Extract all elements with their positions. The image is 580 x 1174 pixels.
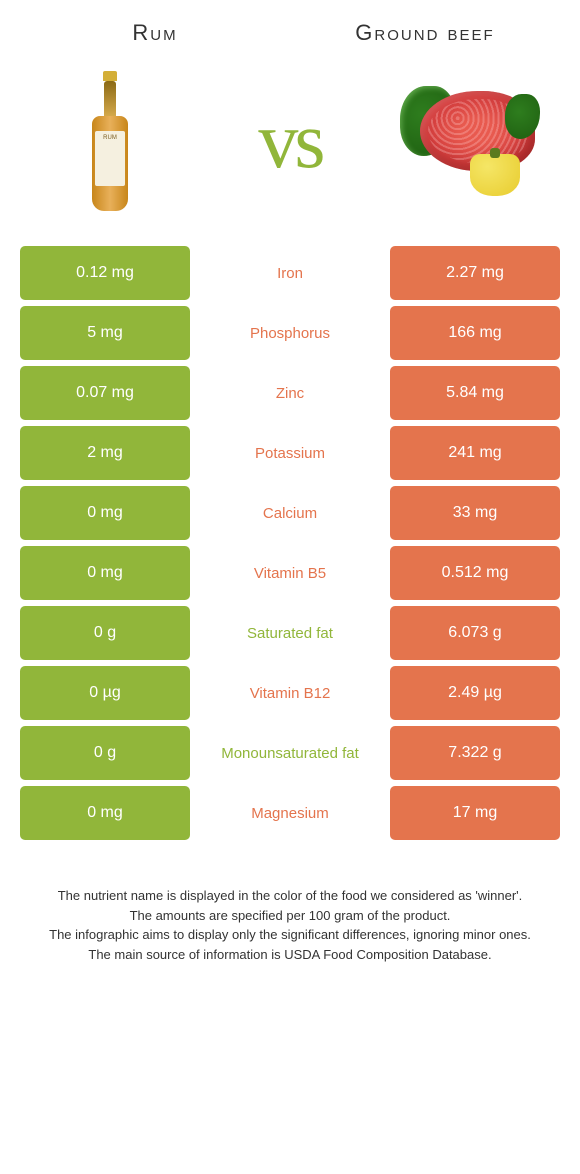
- table-row: 0 mgCalcium33 mg: [20, 486, 560, 540]
- right-value-cell: 0.512 mg: [390, 546, 560, 600]
- left-value-cell: 0 mg: [20, 546, 190, 600]
- left-value-cell: 0.07 mg: [20, 366, 190, 420]
- right-value-cell: 33 mg: [390, 486, 560, 540]
- table-row: 0.12 mgIron2.27 mg: [20, 246, 560, 300]
- nutrient-label: Phosphorus: [190, 306, 390, 360]
- table-row: 0 mgMagnesium17 mg: [20, 786, 560, 840]
- footer-line: The amounts are specified per 100 gram o…: [30, 906, 550, 926]
- table-row: 0 µgVitamin B122.49 µg: [20, 666, 560, 720]
- right-food-title: Ground beef: [325, 20, 525, 46]
- nutrient-label: Saturated fat: [190, 606, 390, 660]
- vs-label: vs: [258, 96, 321, 187]
- nutrient-label: Vitamin B5: [190, 546, 390, 600]
- nutrient-label: Zinc: [190, 366, 390, 420]
- rum-bottle-icon: RUM: [40, 66, 180, 216]
- table-row: 0 mgVitamin B50.512 mg: [20, 546, 560, 600]
- table-row: 2 mgPotassium241 mg: [20, 426, 560, 480]
- right-value-cell: 17 mg: [390, 786, 560, 840]
- nutrient-label: Vitamin B12: [190, 666, 390, 720]
- right-value-cell: 2.27 mg: [390, 246, 560, 300]
- nutrient-label: Calcium: [190, 486, 390, 540]
- footer-line: The nutrient name is displayed in the co…: [30, 886, 550, 906]
- footer-notes: The nutrient name is displayed in the co…: [0, 846, 580, 964]
- right-value-cell: 5.84 mg: [390, 366, 560, 420]
- left-value-cell: 2 mg: [20, 426, 190, 480]
- table-row: 0.07 mgZinc5.84 mg: [20, 366, 560, 420]
- left-value-cell: 0 µg: [20, 666, 190, 720]
- left-value-cell: 0 mg: [20, 786, 190, 840]
- header: Rum Ground beef: [0, 0, 580, 56]
- right-value-cell: 7.322 g: [390, 726, 560, 780]
- left-value-cell: 0 mg: [20, 486, 190, 540]
- ground-beef-icon: [400, 66, 540, 216]
- right-value-cell: 166 mg: [390, 306, 560, 360]
- nutrient-label: Monounsaturated fat: [190, 726, 390, 780]
- left-value-cell: 0.12 mg: [20, 246, 190, 300]
- table-row: 0 gSaturated fat6.073 g: [20, 606, 560, 660]
- nutrient-label: Potassium: [190, 426, 390, 480]
- nutrient-label: Iron: [190, 246, 390, 300]
- nutrient-label: Magnesium: [190, 786, 390, 840]
- footer-line: The infographic aims to display only the…: [30, 925, 550, 945]
- left-value-cell: 5 mg: [20, 306, 190, 360]
- comparison-table: 0.12 mgIron2.27 mg 5 mgPhosphorus166 mg 0.…: [0, 246, 580, 840]
- table-row: 5 mgPhosphorus166 mg: [20, 306, 560, 360]
- footer-line: The main source of information is USDA F…: [30, 945, 550, 965]
- right-value-cell: 241 mg: [390, 426, 560, 480]
- right-value-cell: 2.49 µg: [390, 666, 560, 720]
- left-value-cell: 0 g: [20, 606, 190, 660]
- hero-row: RUM vs: [0, 56, 580, 246]
- table-row: 0 gMonounsaturated fat7.322 g: [20, 726, 560, 780]
- left-value-cell: 0 g: [20, 726, 190, 780]
- left-food-title: Rum: [55, 20, 255, 46]
- right-value-cell: 6.073 g: [390, 606, 560, 660]
